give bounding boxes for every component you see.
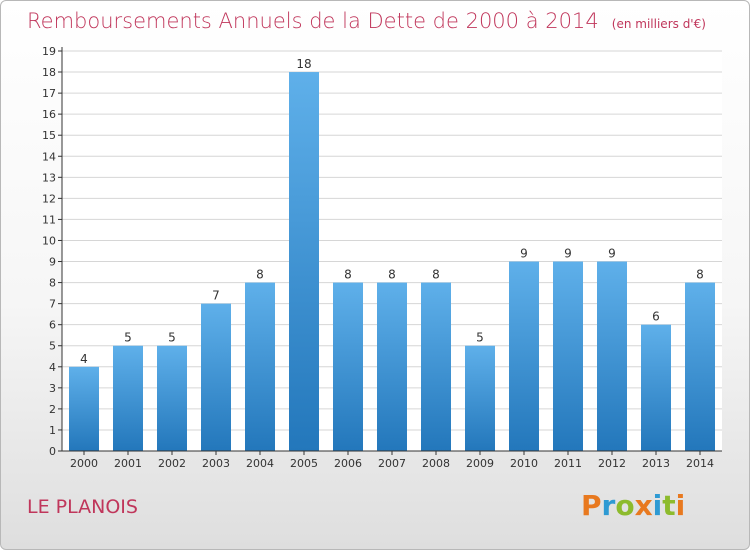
data-label-2000: 4 — [80, 352, 88, 366]
bar-2013 — [641, 324, 671, 451]
y-tick-label: 0 — [49, 445, 56, 458]
x-tick-label-2009: 2009 — [466, 457, 494, 470]
y-tick-label: 12 — [42, 192, 56, 205]
data-label-2001: 5 — [124, 331, 132, 345]
bar-2007 — [377, 282, 407, 451]
chart-title: Remboursements Annuels de la Dette de 20… — [27, 9, 706, 33]
data-label-2006: 8 — [344, 268, 352, 282]
y-tick-label: 1 — [49, 424, 56, 437]
bar-2012 — [597, 261, 627, 451]
y-tick-label: 5 — [49, 340, 56, 353]
y-tick-label: 10 — [42, 234, 56, 247]
bar-2008 — [421, 282, 451, 451]
x-tick-label-2000: 2000 — [70, 457, 98, 470]
data-label-2005: 18 — [296, 57, 311, 71]
bar-2005 — [289, 72, 319, 451]
x-tick-label-2001: 2001 — [114, 457, 142, 470]
bar-2009 — [465, 345, 495, 451]
bar-2002 — [157, 345, 187, 451]
y-tick-label: 17 — [42, 87, 56, 100]
x-tick-label-2004: 2004 — [246, 457, 274, 470]
bar-2014 — [685, 282, 715, 451]
data-label-2012: 9 — [608, 247, 616, 261]
bar-2004 — [245, 282, 275, 451]
logo-letter: o — [615, 489, 635, 522]
y-tick-label: 9 — [49, 256, 56, 269]
logo-letter: t — [662, 489, 676, 522]
chart-subtitle: (en milliers d'€) — [611, 17, 706, 31]
logo-letter: P — [581, 489, 602, 522]
y-tick-label: 6 — [49, 319, 56, 332]
y-tick-label: 4 — [49, 361, 56, 374]
logo-letter: i — [675, 489, 686, 522]
y-tick-label: 7 — [49, 298, 56, 311]
logo-letter: x — [634, 489, 653, 522]
x-tick-label-2005: 2005 — [290, 457, 318, 470]
bar-2003 — [201, 303, 231, 451]
x-tick-label-2008: 2008 — [422, 457, 450, 470]
x-tick-label-2011: 2011 — [554, 457, 582, 470]
x-tick-label-2006: 2006 — [334, 457, 362, 470]
y-tick-label: 15 — [42, 129, 56, 142]
data-label-2009: 5 — [476, 331, 484, 345]
x-tick-label-2007: 2007 — [378, 457, 406, 470]
y-tick-label: 18 — [42, 66, 56, 79]
bar-2000 — [69, 366, 99, 451]
commune-name: LE PLANOIS — [27, 496, 138, 518]
x-tick-label-2002: 2002 — [158, 457, 186, 470]
data-label-2013: 6 — [652, 310, 660, 324]
y-tick-label: 14 — [42, 150, 56, 163]
y-tick-label: 2 — [49, 403, 56, 416]
data-label-2010: 9 — [520, 247, 528, 261]
y-tick-label: 13 — [42, 171, 56, 184]
chart-title-main: Remboursements Annuels de la Dette de 20… — [27, 9, 599, 33]
data-label-2007: 8 — [388, 268, 396, 282]
y-tick-label: 8 — [49, 277, 56, 290]
bar-2006 — [333, 282, 363, 451]
x-tick-label-2012: 2012 — [598, 457, 626, 470]
y-tick-label: 16 — [42, 108, 56, 121]
y-tick-label: 19 — [42, 45, 56, 58]
data-label-2004: 8 — [256, 268, 264, 282]
data-label-2002: 5 — [168, 331, 176, 345]
data-label-2003: 7 — [212, 289, 220, 303]
bar-2001 — [113, 345, 143, 451]
data-label-2011: 9 — [564, 247, 572, 261]
proxiti-logo: Proxiti — [581, 489, 685, 522]
logo-letter: r — [601, 489, 616, 522]
bar-2011 — [553, 261, 583, 451]
y-tick-label: 3 — [49, 382, 56, 395]
x-tick-label-2010: 2010 — [510, 457, 538, 470]
x-tick-label-2013: 2013 — [642, 457, 670, 470]
y-tick-label: 11 — [42, 213, 56, 226]
bar-2010 — [509, 261, 539, 451]
data-label-2008: 8 — [432, 268, 440, 282]
x-tick-label-2014: 2014 — [686, 457, 714, 470]
logo-letter: i — [652, 489, 663, 522]
x-tick-label-2003: 2003 — [202, 457, 230, 470]
data-label-2014: 8 — [696, 268, 704, 282]
